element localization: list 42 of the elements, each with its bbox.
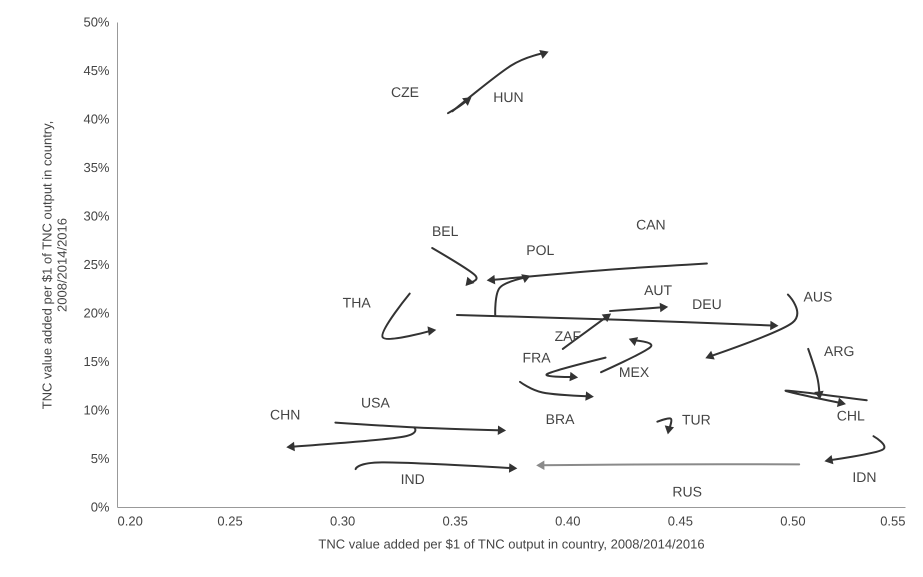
y-tick-label: 40% bbox=[83, 112, 110, 126]
y-tick-label: 20% bbox=[83, 306, 110, 320]
y-tick-label: 5% bbox=[90, 451, 110, 466]
y-tick-label: 35% bbox=[83, 160, 110, 175]
y-tick-label: 15% bbox=[83, 354, 110, 369]
y-tick-label: 25% bbox=[83, 257, 110, 272]
series-label: IND bbox=[400, 471, 425, 488]
series-label: ZAF bbox=[554, 328, 582, 344]
series-label: RUS bbox=[672, 483, 702, 500]
series-label: DEU bbox=[692, 296, 722, 312]
x-tick-label: 0.25 bbox=[217, 514, 243, 528]
series-label: AUS bbox=[804, 288, 832, 305]
x-tick-label: 0.40 bbox=[555, 514, 580, 528]
y-tick-label: 0% bbox=[90, 500, 110, 514]
y-tick-label: 50% bbox=[83, 14, 110, 30]
y-tick-label: 10% bbox=[83, 402, 110, 418]
series-label: THA bbox=[342, 294, 372, 311]
series-label: POL bbox=[526, 242, 554, 258]
series-label: FRA bbox=[522, 350, 552, 366]
x-tick-label: 0.45 bbox=[668, 514, 694, 528]
series-label: IDN bbox=[852, 469, 877, 486]
series-label: MEX bbox=[618, 364, 650, 380]
text: CZE bbox=[390, 84, 419, 100]
series-label: CHN bbox=[270, 406, 300, 422]
x-tick-label: 0.20 bbox=[118, 514, 143, 528]
x-axis-title: TNC value added per $1 of TNC output in country, 2008/2014/2016 bbox=[318, 536, 705, 552]
text: CAN bbox=[636, 216, 666, 233]
x-tick-label: 0.30 bbox=[330, 514, 356, 528]
y-tick-label: 45% bbox=[83, 63, 110, 78]
y-axis-title: TNC value added per $1 of TNC output in country, 2008/2014/2016 bbox=[39, 120, 70, 410]
series-label: BEL bbox=[432, 223, 459, 240]
x-tick-label: 0.50 bbox=[780, 514, 806, 528]
series-label: TUR bbox=[682, 412, 711, 428]
series-label: CHL bbox=[836, 407, 865, 424]
series-label: BRA bbox=[546, 410, 576, 427]
series-label: USA bbox=[360, 394, 390, 411]
series-label: AUT bbox=[644, 282, 673, 298]
series-label: HUN bbox=[493, 89, 524, 106]
y-tick-label: 30% bbox=[83, 208, 110, 224]
x-tick-label: 0.35 bbox=[442, 514, 468, 528]
x-tick-label: 0.55 bbox=[880, 514, 906, 528]
series-label: ARG bbox=[824, 342, 854, 359]
